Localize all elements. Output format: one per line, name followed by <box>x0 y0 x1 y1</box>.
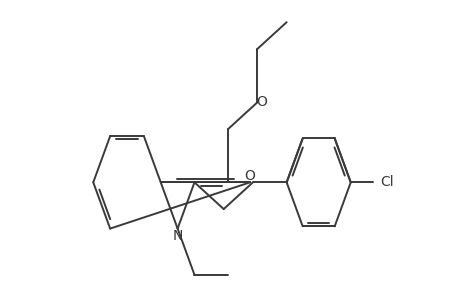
Text: O: O <box>244 169 255 183</box>
Text: O: O <box>256 95 267 109</box>
Text: Cl: Cl <box>379 176 393 189</box>
Text: N: N <box>172 229 182 243</box>
